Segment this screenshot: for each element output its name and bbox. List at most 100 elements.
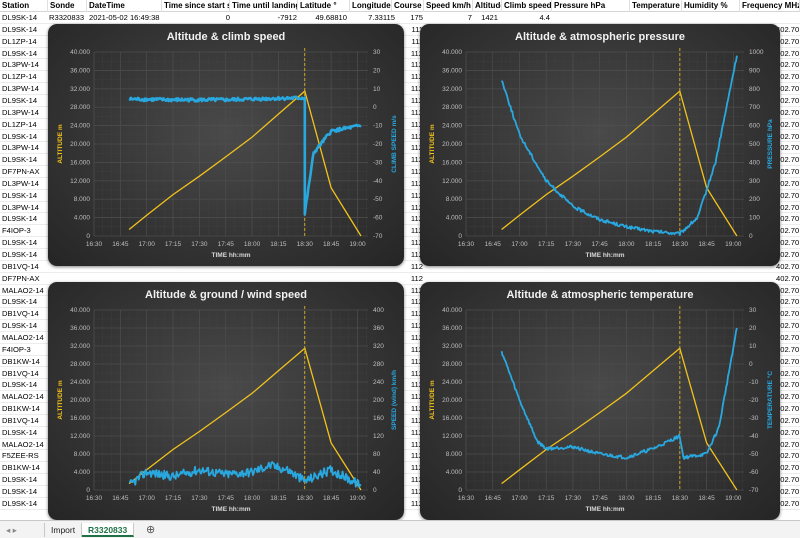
table-cell[interactable]: DB1KW-14 [2, 356, 46, 367]
series-line-altitude [129, 348, 361, 490]
y-tick-label: 8.000 [446, 196, 463, 203]
column-header[interactable]: Humidity % [682, 0, 740, 12]
column-header[interactable]: DateTime [87, 0, 162, 12]
table-cell[interactable]: DB1KW-14 [2, 403, 46, 414]
x-tick-label: 16:30 [86, 495, 103, 502]
table-cell[interactable]: DL3PW-14 [2, 142, 46, 153]
y2-tick-label: 30 [749, 307, 757, 314]
column-header[interactable]: Time until landing s [230, 0, 298, 12]
table-cell[interactable]: DL9SK-14 [2, 190, 46, 201]
table-cell[interactable]: DF7PN-AX [2, 273, 46, 284]
column-header[interactable]: Frequency MHz [740, 0, 800, 12]
table-cell[interactable]: MALAO2-14 [2, 285, 46, 296]
table-cell[interactable]: DL1ZP-14 [2, 71, 46, 82]
table-cell[interactable]: 2021-05-02 16:49:38 [89, 12, 161, 23]
table-cell[interactable]: DL9SK-14 [2, 213, 46, 224]
table-cell[interactable]: DL9SK-14 [2, 95, 46, 106]
y2-tick-label: 800 [749, 86, 760, 93]
add-sheet-icon[interactable]: ⊕ [140, 523, 161, 537]
y2-tick-label: 900 [749, 67, 760, 74]
column-header[interactable]: Time since start s [162, 0, 230, 12]
column-header[interactable]: Sonde [48, 0, 87, 12]
table-cell[interactable]: R3320833 [49, 12, 86, 23]
table-cell[interactable]: DL3PW-14 [2, 202, 46, 213]
table-cell[interactable]: F4IOP-3 [2, 225, 46, 236]
x-tick-label: 16:30 [86, 241, 103, 248]
chart-svg: Altitude & atmospheric temperature0 -704.… [420, 282, 780, 520]
table-cell[interactable]: 0 [163, 12, 230, 23]
x-tick-label: 17:00 [511, 495, 528, 502]
table-cell[interactable]: DL1ZP-14 [2, 119, 46, 130]
table-cell[interactable]: DL3PW-14 [2, 59, 46, 70]
table-cell[interactable]: DL9SK-14 [2, 427, 46, 438]
y-tick-label: 36.000 [442, 325, 462, 332]
table-cell[interactable]: DL9SK-14 [2, 474, 46, 485]
table-cell[interactable]: DB1KW-14 [2, 462, 46, 473]
table-cell[interactable]: DL3PW-14 [2, 107, 46, 118]
y2-tick-label: -70 [749, 487, 759, 494]
table-cell[interactable]: F4IOP-3 [2, 344, 46, 355]
y2-tick-label: 10 [373, 86, 381, 93]
x-tick-label: 16:30 [458, 241, 475, 248]
y2-tick-label: -50 [749, 451, 759, 458]
table-cell[interactable]: 1421 [474, 12, 498, 23]
table-cell[interactable]: MALAO2-14 [2, 332, 46, 343]
table-cell[interactable]: DB1VQ-14 [2, 308, 46, 319]
y2-tick-label: 30 [373, 49, 381, 56]
table-cell[interactable]: DL9SK-14 [2, 486, 46, 497]
column-header[interactable]: Course ° [392, 0, 424, 12]
y2-tick-label: -30 [373, 159, 383, 166]
x-tick-label: 19:00 [349, 241, 366, 248]
sheet-nav-arrows[interactable]: ◂ ▸ [0, 523, 23, 537]
table-cell[interactable]: DL9SK-14 [2, 131, 46, 142]
table-cell[interactable]: DL9SK-14 [2, 320, 46, 331]
table-row[interactable]: DL9SK-14 R3320833 2021-05-02 16:49:38 0 -791… [0, 12, 800, 24]
table-cell[interactable]: DL1ZP-14 [2, 36, 46, 47]
table-cell[interactable]: DL9SK-14 [2, 498, 46, 509]
column-header[interactable]: Latitude ° [298, 0, 350, 12]
y2-tick-label: 0 [373, 104, 377, 111]
table-cell[interactable]: MALAO2-14 [2, 391, 46, 402]
x-tick-label: 17:00 [139, 495, 156, 502]
sheet-tab-r3320833[interactable]: R3320833 [82, 523, 134, 537]
table-cell[interactable]: DL9SK-14 [2, 12, 46, 23]
table-cell[interactable]: 49.68810 [299, 12, 347, 23]
table-cell[interactable]: DL9SK-14 [2, 379, 46, 390]
y-tick-label: 4.000 [446, 215, 463, 222]
column-header[interactable]: Longitude ° [350, 0, 392, 12]
table-cell[interactable]: DF7PN-AX [2, 166, 46, 177]
chart-svg: Altitude & atmospheric pressure0 04.000 10… [420, 24, 780, 266]
column-header[interactable]: Station [0, 0, 48, 12]
table-cell[interactable]: DL3PW-14 [2, 83, 46, 94]
chart-title: Altitude & atmospheric pressure [515, 31, 685, 43]
table-cell[interactable]: 7.33115 [351, 12, 395, 23]
column-header[interactable]: Speed km/h [424, 0, 473, 12]
table-cell[interactable]: DL3PW-14 [2, 178, 46, 189]
header-row: Station Sonde DateTime Time since start s Ti… [0, 0, 800, 12]
table-cell[interactable]: DL9SK-14 [2, 237, 46, 248]
table-cell[interactable]: DL9SK-14 [2, 296, 46, 307]
column-header[interactable]: Pressure hPa [552, 0, 630, 12]
column-header[interactable]: Climb speed m/s [502, 0, 552, 12]
column-header[interactable]: Altitude m [473, 0, 502, 12]
y2-axis-label: SPEED (wind) km/h [391, 370, 398, 430]
table-cell[interactable]: DL9SK-14 [2, 24, 46, 35]
table-cell[interactable]: DL9SK-14 [2, 249, 46, 260]
column-header[interactable]: Temperature °C [630, 0, 682, 12]
y2-tick-label: -20 [373, 141, 383, 148]
table-cell[interactable]: DB1VQ-14 [2, 261, 46, 272]
sheet-tab-import[interactable]: Import [44, 523, 82, 537]
table-cell[interactable]: MALAO2-14 [2, 439, 46, 450]
table-cell[interactable]: DB1VQ-14 [2, 368, 46, 379]
y-tick-label: 28.000 [442, 361, 462, 368]
table-cell[interactable]: DL9SK-14 [2, 48, 46, 59]
table-cell[interactable]: F5ZEE-RS [2, 450, 46, 461]
y-tick-label: 8.000 [74, 451, 91, 458]
table-cell[interactable]: DB1VQ-14 [2, 415, 46, 426]
table-cell[interactable]: 7 [428, 12, 472, 23]
y-tick-label: 32.000 [70, 343, 90, 350]
table-cell[interactable]: 4.4 [502, 12, 550, 23]
table-cell[interactable]: DL9SK-14 [2, 154, 46, 165]
table-cell[interactable]: 175 [399, 12, 423, 23]
table-cell[interactable]: -7912 [231, 12, 297, 23]
